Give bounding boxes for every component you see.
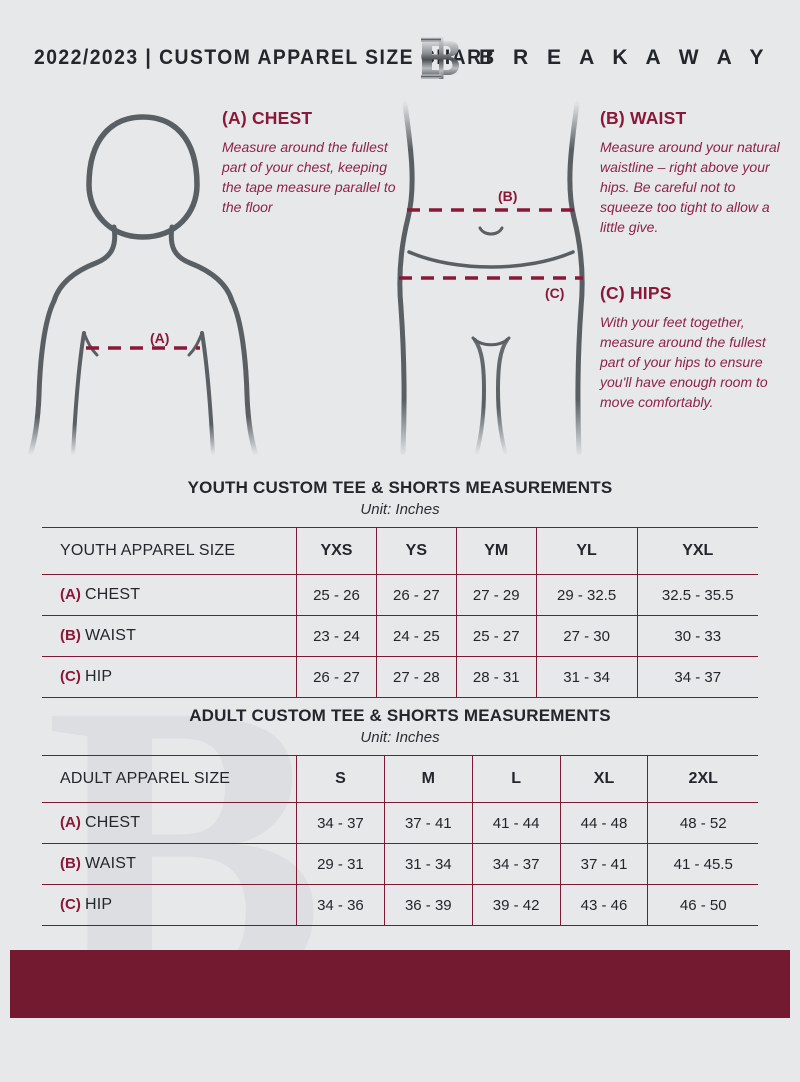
youth-row-label-hip: (C) HIP: [42, 656, 297, 698]
adult-waist-m: 31 - 34: [384, 843, 473, 885]
youth-chest-ym: 27 - 29: [456, 574, 537, 616]
row-marker: (B): [60, 627, 81, 644]
table-row: (B) WAIST 29 - 31 31 - 34 34 - 37 37 - 4…: [42, 843, 758, 885]
adult-row-label-waist: (B) WAIST: [42, 843, 297, 885]
figure-label-hips: (C): [545, 285, 565, 301]
callout-chest-title: (A) CHEST: [222, 108, 313, 128]
youth-hip-yxs: 26 - 27: [296, 656, 377, 698]
adult-hip-2xl: 46 - 50: [647, 884, 758, 926]
brand-lockup: B R E A K A W A Y: [419, 30, 770, 86]
adult-title: ADULT CUSTOM TEE & SHORTS MEASUREMENTS: [189, 706, 611, 725]
table-row: (A) CHEST 25 - 26 26 - 27 27 - 29 29 - 3…: [42, 574, 758, 616]
youth-waist-ym: 25 - 27: [456, 615, 537, 657]
table-row: (A) CHEST 34 - 37 37 - 41 41 - 44 44 - 4…: [42, 802, 758, 844]
callout-hips-title: (C) HIPS: [600, 283, 672, 303]
youth-chest-yl: 29 - 32.5: [536, 574, 638, 616]
youth-hip-yl: 31 - 34: [536, 656, 638, 698]
row-marker: (A): [60, 814, 81, 831]
lower-body-figure-illustration: [397, 101, 585, 455]
youth-section-heading: YOUTH CUSTOM TEE & SHORTS MEASUREMENTS U…: [0, 478, 800, 518]
youth-chest-ys: 26 - 27: [376, 574, 457, 616]
callout-chest: (A) CHEST Measure around the fullest par…: [222, 108, 402, 218]
adult-chest-m: 37 - 41: [384, 802, 473, 844]
youth-hip-ys: 27 - 28: [376, 656, 457, 698]
youth-row-label-waist: (B) WAIST: [42, 615, 297, 657]
youth-hip-yxl: 34 - 37: [637, 656, 758, 698]
callout-waist: (B) WAIST Measure around your natural wa…: [600, 108, 785, 237]
callout-chest-body: Measure around the fullest part of your …: [222, 139, 396, 215]
brand-wordmark: B R E A K A W A Y: [479, 46, 770, 69]
row-marker: (C): [60, 896, 81, 913]
page-title: 2022/2023 | CUSTOM APPAREL SIZE CHART: [34, 46, 496, 69]
youth-waist-yxl: 30 - 33: [637, 615, 758, 657]
adult-hip-l: 39 - 42: [472, 884, 561, 926]
adult-size-col-4: 2XL: [647, 755, 758, 803]
adult-chest-2xl: 48 - 52: [647, 802, 758, 844]
row-name: CHEST: [85, 814, 141, 831]
adult-size-col-1: M: [384, 755, 473, 803]
adult-hip-s: 34 - 36: [296, 884, 385, 926]
adult-size-label: ADULT APPAREL SIZE: [42, 755, 297, 803]
table-row: (C) HIP 26 - 27 27 - 28 28 - 31 31 - 34 …: [42, 656, 758, 698]
figure-label-waist: (B): [498, 188, 518, 204]
page-header: 2022/2023 | CUSTOM APPAREL SIZE CHART B …: [0, 30, 800, 86]
youth-waist-ys: 24 - 25: [376, 615, 457, 657]
callout-hips: (C) HIPS With your feet together, measur…: [600, 283, 790, 412]
adult-waist-2xl: 41 - 45.5: [647, 843, 758, 885]
adult-unit: Unit: Inches: [360, 729, 440, 746]
row-name: HIP: [85, 896, 113, 913]
callout-waist-body: Measure around your natural waistline – …: [600, 139, 780, 235]
adult-size-col-2: L: [472, 755, 561, 803]
youth-header-row: YOUTH APPAREL SIZE YXS YS YM YL YXL: [42, 527, 758, 575]
row-marker: (A): [60, 586, 81, 603]
table-row: (C) HIP 34 - 36 36 - 39 39 - 42 43 - 46 …: [42, 884, 758, 926]
youth-waist-yl: 27 - 30: [536, 615, 638, 657]
adult-chest-s: 34 - 37: [296, 802, 385, 844]
row-marker: (B): [60, 855, 81, 872]
adult-size-col-3: XL: [560, 755, 649, 803]
row-marker: (C): [60, 668, 81, 685]
adult-waist-l: 34 - 37: [472, 843, 561, 885]
adult-waist-s: 29 - 31: [296, 843, 385, 885]
adult-hip-m: 36 - 39: [384, 884, 473, 926]
row-name: HIP: [85, 668, 113, 685]
adult-row-label-hip: (C) HIP: [42, 884, 297, 926]
adult-row-label-chest: (A) CHEST: [42, 802, 297, 844]
youth-size-table: YOUTH APPAREL SIZE YXS YS YM YL YXL (A) …: [42, 527, 758, 698]
adult-section-heading: ADULT CUSTOM TEE & SHORTS MEASUREMENTS U…: [0, 706, 800, 746]
adult-waist-xl: 37 - 41: [560, 843, 649, 885]
youth-title: YOUTH CUSTOM TEE & SHORTS MEASUREMENTS: [187, 478, 613, 497]
adult-size-col-0: S: [296, 755, 385, 803]
youth-size-col-0: YXS: [296, 527, 377, 575]
youth-size-col-1: YS: [376, 527, 457, 575]
callout-hips-body: With your feet together, measure around …: [600, 314, 768, 410]
youth-chest-yxl: 32.5 - 35.5: [637, 574, 758, 616]
breakaway-b-monogram-icon: [421, 37, 460, 79]
adult-chest-xl: 44 - 48: [560, 802, 649, 844]
youth-row-label-chest: (A) CHEST: [42, 574, 297, 616]
youth-waist-yxs: 23 - 24: [296, 615, 377, 657]
youth-unit: Unit: Inches: [360, 501, 440, 518]
youth-hip-ym: 28 - 31: [456, 656, 537, 698]
adult-header-row: ADULT APPAREL SIZE S M L XL 2XL: [42, 755, 758, 803]
figure-label-chest: (A): [150, 330, 170, 346]
youth-size-label: YOUTH APPAREL SIZE: [42, 527, 297, 575]
adult-hip-xl: 43 - 46: [560, 884, 649, 926]
youth-size-col-3: YL: [536, 527, 638, 575]
row-name: WAIST: [85, 855, 137, 872]
adult-size-table: ADULT APPAREL SIZE S M L XL 2XL (A) CHES…: [42, 755, 758, 926]
row-name: WAIST: [85, 627, 137, 644]
youth-size-col-4: YXL: [637, 527, 758, 575]
torso-figure-illustration: [27, 114, 259, 458]
footer-bar: [10, 950, 790, 1018]
table-row: (B) WAIST 23 - 24 24 - 25 25 - 27 27 - 3…: [42, 615, 758, 657]
callout-waist-title: (B) WAIST: [600, 108, 687, 128]
youth-size-col-2: YM: [456, 527, 537, 575]
row-name: CHEST: [85, 586, 141, 603]
measurement-figures: (A) (B) (C): [0, 95, 800, 470]
youth-chest-yxs: 25 - 26: [296, 574, 377, 616]
adult-chest-l: 41 - 44: [472, 802, 561, 844]
